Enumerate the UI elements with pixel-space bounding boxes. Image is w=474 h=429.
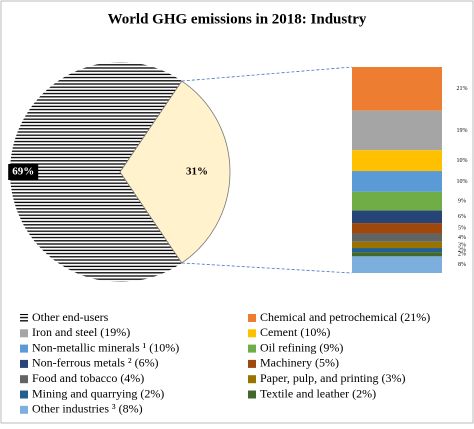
legend-label: Chemical and petrochemical (21%) <box>260 310 430 324</box>
pie-slice <box>119 80 231 264</box>
legend-label: Non-metallic minerals ¹ (10%) <box>32 340 179 354</box>
legend-label: Food and tobacco (4%) <box>32 371 144 385</box>
legend-swatch <box>20 344 28 353</box>
data-label: 3% <box>458 242 466 248</box>
legend-label: Iron and steel (19%) <box>32 325 130 339</box>
legend-label: Other industries ³ (8%) <box>32 402 143 416</box>
legend-label: Textile and leather (2%) <box>260 386 376 400</box>
data-label: 10% <box>457 179 468 185</box>
data-label: 21% <box>457 86 468 92</box>
data-label: 10% <box>457 158 468 164</box>
legend-swatch <box>20 359 28 368</box>
data-label: 8% <box>458 262 466 268</box>
legend-swatch <box>20 314 28 322</box>
data-label: 69% <box>12 166 34 178</box>
bar-segment <box>352 256 442 273</box>
bar-segment <box>352 67 442 111</box>
bar-segment <box>352 223 442 234</box>
data-label: 9% <box>458 199 466 205</box>
bar-segment <box>352 171 442 192</box>
legend-swatch <box>248 329 256 338</box>
legend-label: Non-ferrous metals ² (6%) <box>32 356 159 370</box>
legend-label: Cement (10%) <box>260 325 330 339</box>
legend-swatch <box>20 405 28 414</box>
legend-label: Paper, pulp, and printing (3%) <box>260 371 406 385</box>
bar-segment <box>352 233 442 242</box>
pie-slice <box>9 61 182 283</box>
legend-swatch <box>248 390 256 399</box>
data-label: 6% <box>458 214 466 220</box>
connector <box>181 262 353 274</box>
data-label: 2% <box>458 247 466 253</box>
data-label: 4% <box>458 235 466 241</box>
data-label: 31% <box>186 166 208 178</box>
legend-swatch <box>248 344 256 353</box>
legend-swatch <box>20 375 28 384</box>
bar-segment <box>352 252 442 257</box>
chart-title: World GHG emissions in 2018: Industry <box>108 11 367 27</box>
legend-label: Mining and quarrying (2%) <box>32 386 164 400</box>
legend-swatch <box>20 329 28 338</box>
legend-label: Oil refining (9%) <box>260 340 343 354</box>
data-label: 5% <box>458 226 466 232</box>
bar-segment <box>352 110 442 151</box>
bar-segment <box>352 241 442 249</box>
legend-swatch <box>248 359 256 368</box>
legend-swatch <box>20 390 28 399</box>
bar-segment <box>352 248 442 253</box>
connector <box>181 66 353 82</box>
bar-segment <box>352 210 442 224</box>
bar-segment <box>352 191 442 211</box>
legend-label: Other end-users <box>32 310 109 324</box>
legend-swatch <box>248 375 256 384</box>
bar-segment <box>352 150 442 172</box>
legend-swatch <box>248 314 256 322</box>
legend-label: Machinery (5%) <box>260 356 339 370</box>
label-box <box>8 164 39 180</box>
data-label: 2% <box>458 252 466 258</box>
data-label: 19% <box>457 128 468 134</box>
